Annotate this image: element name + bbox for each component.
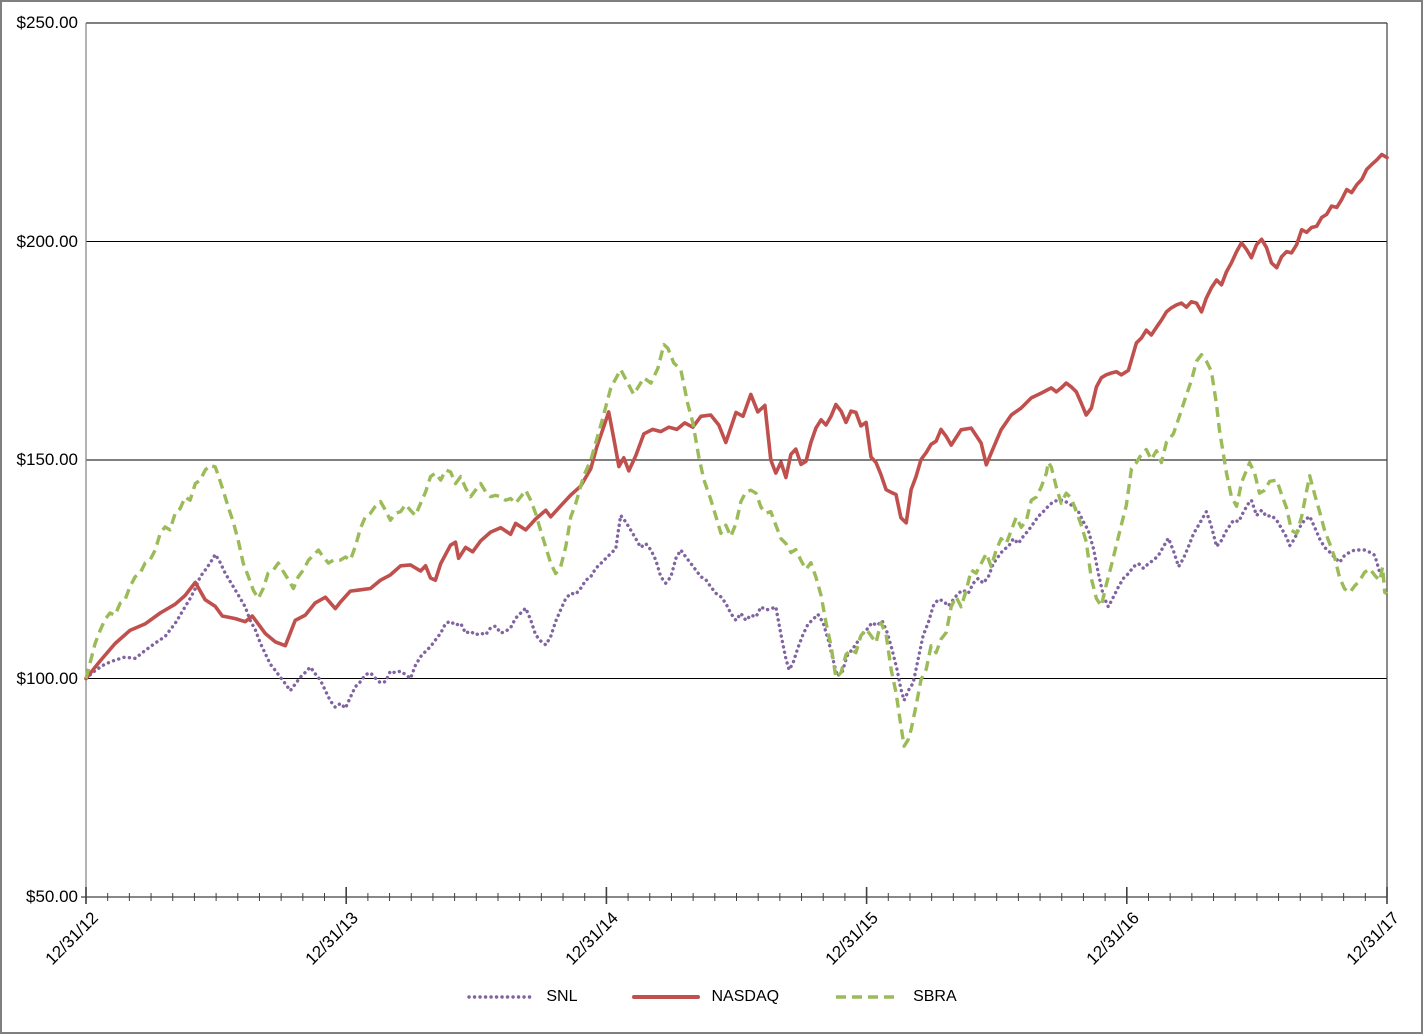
legend-label: SNL	[546, 988, 578, 1005]
y-axis-label: $200.00	[16, 231, 78, 251]
series-line-snl	[84, 498, 1389, 710]
series-line-nasdaq	[84, 152, 1389, 681]
legend-item-nasdaq: NASDAQ	[631, 988, 779, 1006]
chart-legend: SNL NASDAQ SBRA	[0, 980, 1423, 1014]
legend-line-sample-nasdaq	[632, 995, 701, 999]
y-axis-label: $150.00	[16, 450, 78, 469]
y-axis-label: $250.00	[16, 13, 78, 32]
legend-line-sample-sbra	[836, 995, 901, 999]
y-axis-label: $50.00	[26, 887, 78, 906]
y-axis-label: $100.00	[16, 668, 78, 688]
legend-item-snl: SNL	[466, 988, 577, 1006]
legend-item-sbra: SBRA	[833, 988, 957, 1006]
legend-line-sample-snl	[467, 995, 536, 999]
legend-label: NASDAQ	[711, 988, 780, 1005]
series-line-sbra	[84, 342, 1388, 748]
legend-label: SBRA	[913, 988, 957, 1005]
